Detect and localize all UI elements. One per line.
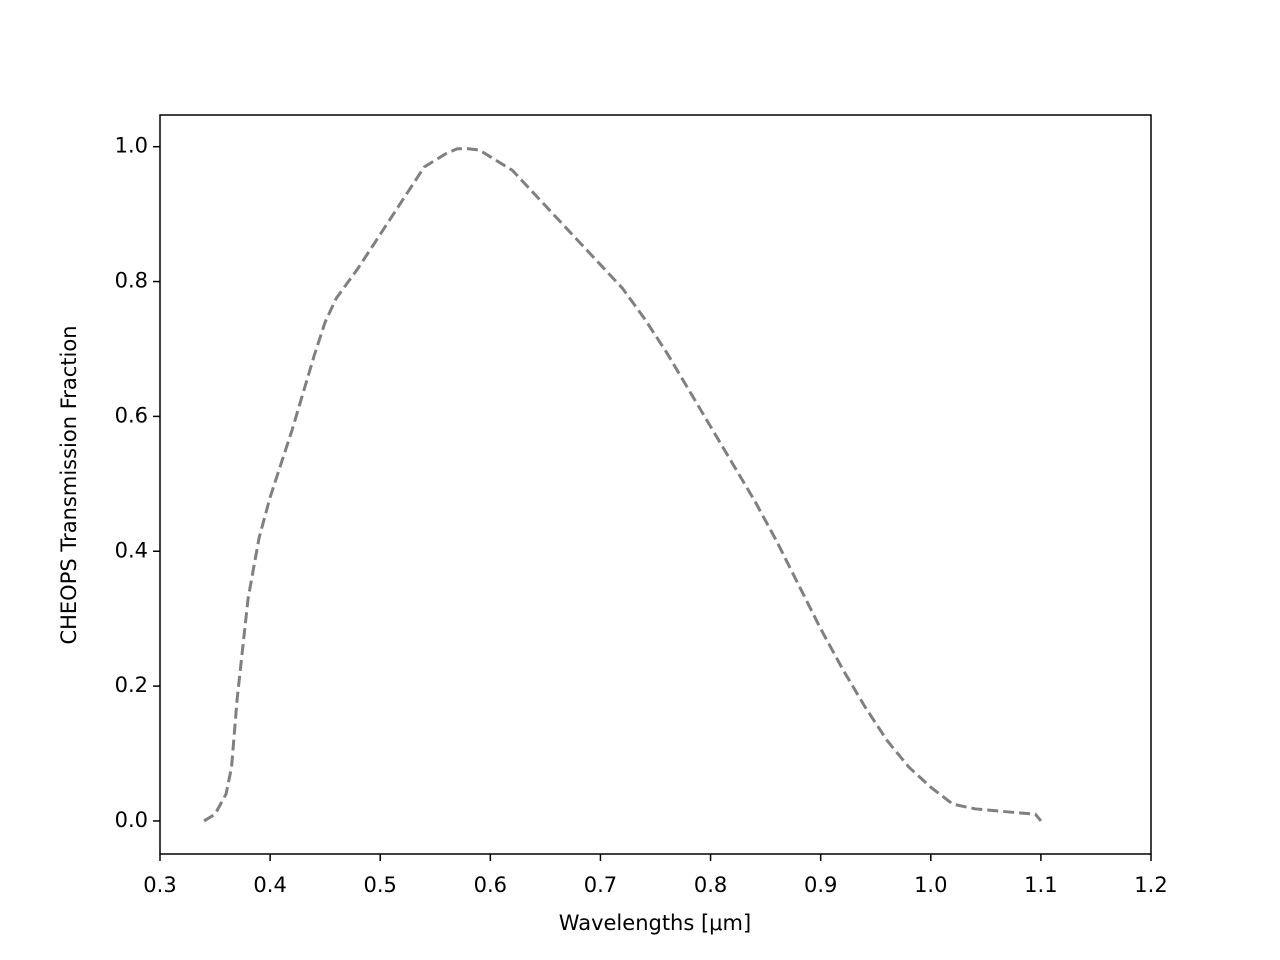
x-tick-label: 0.9 [804, 873, 837, 897]
x-tick-label: 1.2 [1134, 873, 1167, 897]
y-tick-label: 0.4 [115, 538, 148, 562]
x-tick-label: 0.7 [584, 873, 617, 897]
plot-frame [159, 114, 1152, 855]
y-tick-label: 0.6 [115, 403, 148, 427]
x-tick-label: 1.1 [1024, 873, 1057, 897]
x-tick-label: 1.0 [914, 873, 947, 897]
y-tick-label: 0.0 [115, 808, 148, 832]
y-axis-label: CHEOPS Transmission Fraction [57, 325, 81, 644]
data-line [203, 147, 1043, 823]
x-axis-label: Wavelengths [μm] [559, 911, 751, 935]
x-tick-label: 0.4 [253, 873, 286, 897]
x-tick-label: 0.5 [364, 873, 397, 897]
y-tick-label: 0.2 [115, 673, 148, 697]
x-tick-label: 0.3 [143, 873, 176, 897]
y-tick-label: 0.8 [115, 269, 148, 293]
x-tick-label: 0.8 [694, 873, 727, 897]
y-tick-label: 1.0 [115, 134, 148, 158]
x-tick-label: 0.6 [474, 873, 507, 897]
